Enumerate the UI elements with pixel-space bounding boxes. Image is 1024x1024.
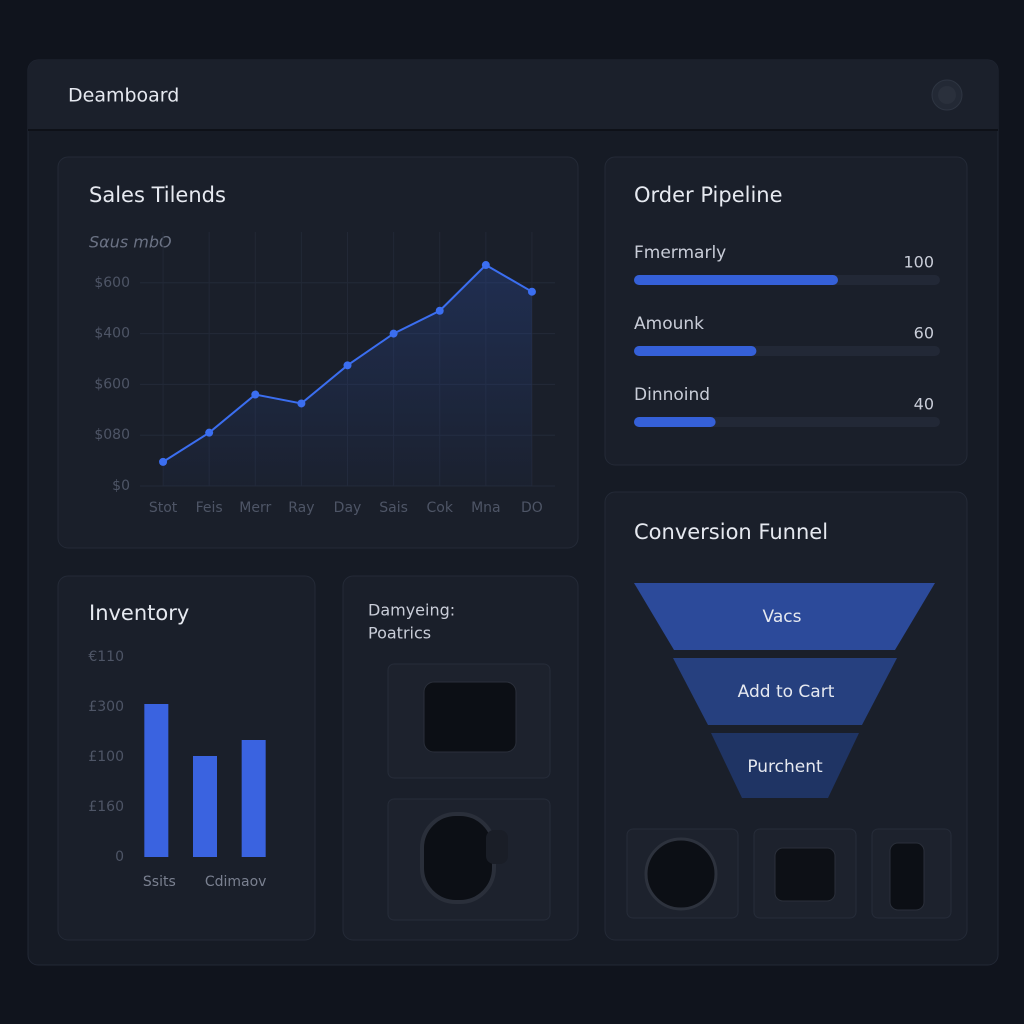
y-tick-label: £300 bbox=[88, 699, 124, 715]
funnel-stage[interactable] bbox=[634, 583, 935, 650]
products-title: Poatrics bbox=[368, 624, 431, 643]
header-bar bbox=[28, 60, 998, 130]
y-tick-label: £100 bbox=[88, 749, 124, 765]
funnel-label: Vacs bbox=[763, 607, 802, 627]
y-tick-label: $400 bbox=[94, 326, 130, 342]
y-tick-label: 0 bbox=[115, 849, 124, 865]
pipeline-title: Order Pipeline bbox=[634, 183, 783, 207]
pipeline-value: 40 bbox=[914, 395, 934, 414]
product-image bbox=[420, 812, 496, 904]
funnel-stage[interactable] bbox=[711, 733, 859, 798]
product-image bbox=[644, 837, 718, 911]
pipeline-bar bbox=[634, 417, 716, 427]
funnel-title: Conversion Funnel bbox=[634, 520, 828, 544]
header-title: Deamboard bbox=[68, 85, 179, 107]
pipeline-bar bbox=[634, 346, 757, 356]
funnel-stage[interactable] bbox=[673, 658, 897, 725]
products-title: Damyeing: bbox=[368, 601, 455, 620]
pipeline-value: 60 bbox=[914, 324, 934, 343]
x-tick-label: Day bbox=[334, 500, 362, 516]
x-tick-label: Mna bbox=[471, 500, 501, 516]
funnel-label: Purchent bbox=[747, 757, 823, 777]
x-tick-label: Merr bbox=[239, 500, 271, 516]
y-tick-label: $600 bbox=[94, 376, 130, 392]
x-tick-label: Ssits bbox=[143, 874, 176, 890]
data-point bbox=[343, 361, 352, 370]
pipeline-value: 100 bbox=[903, 253, 934, 272]
product-image bbox=[774, 847, 836, 902]
x-tick-label: Stot bbox=[149, 500, 178, 516]
data-point bbox=[297, 399, 306, 408]
data-point bbox=[205, 428, 214, 437]
profile-icon bbox=[938, 86, 956, 104]
x-tick-label: Ray bbox=[288, 500, 314, 516]
x-tick-label: Feis bbox=[196, 500, 223, 516]
data-point bbox=[481, 261, 490, 270]
x-tick-label: Sais bbox=[379, 500, 408, 516]
y-tick-label: €110 bbox=[88, 649, 124, 665]
inventory-title: Inventory bbox=[89, 601, 189, 625]
x-tick-label: Cdimaov bbox=[205, 874, 267, 890]
data-point bbox=[527, 287, 536, 296]
data-point bbox=[389, 329, 398, 338]
funnel-label: Add to Cart bbox=[738, 682, 835, 702]
pipeline-panel bbox=[604, 156, 968, 466]
bar bbox=[241, 740, 266, 857]
pipeline-bar bbox=[634, 275, 838, 285]
x-tick-label: DO bbox=[521, 500, 543, 516]
x-tick-label: Cok bbox=[426, 500, 453, 516]
pipeline-label: Amounk bbox=[634, 314, 704, 334]
bar bbox=[144, 704, 169, 857]
product-image bbox=[486, 830, 508, 864]
y-tick-label: £160 bbox=[88, 799, 124, 815]
product-image bbox=[889, 842, 925, 911]
line-area bbox=[163, 265, 532, 486]
data-point bbox=[435, 306, 444, 315]
product-image bbox=[423, 681, 517, 753]
sales-subtitle: Sαus mbO bbox=[89, 233, 172, 252]
y-tick-label: $0 bbox=[112, 478, 130, 494]
data-point bbox=[251, 390, 260, 399]
sales-title: Sales Tilends bbox=[89, 183, 226, 207]
data-point bbox=[159, 457, 168, 466]
bar bbox=[193, 756, 217, 857]
pipeline-label: Fmermarly bbox=[634, 243, 726, 263]
y-tick-label: $080 bbox=[94, 427, 130, 443]
y-tick-label: $600 bbox=[94, 275, 130, 291]
pipeline-label: Dinnoind bbox=[634, 385, 710, 405]
